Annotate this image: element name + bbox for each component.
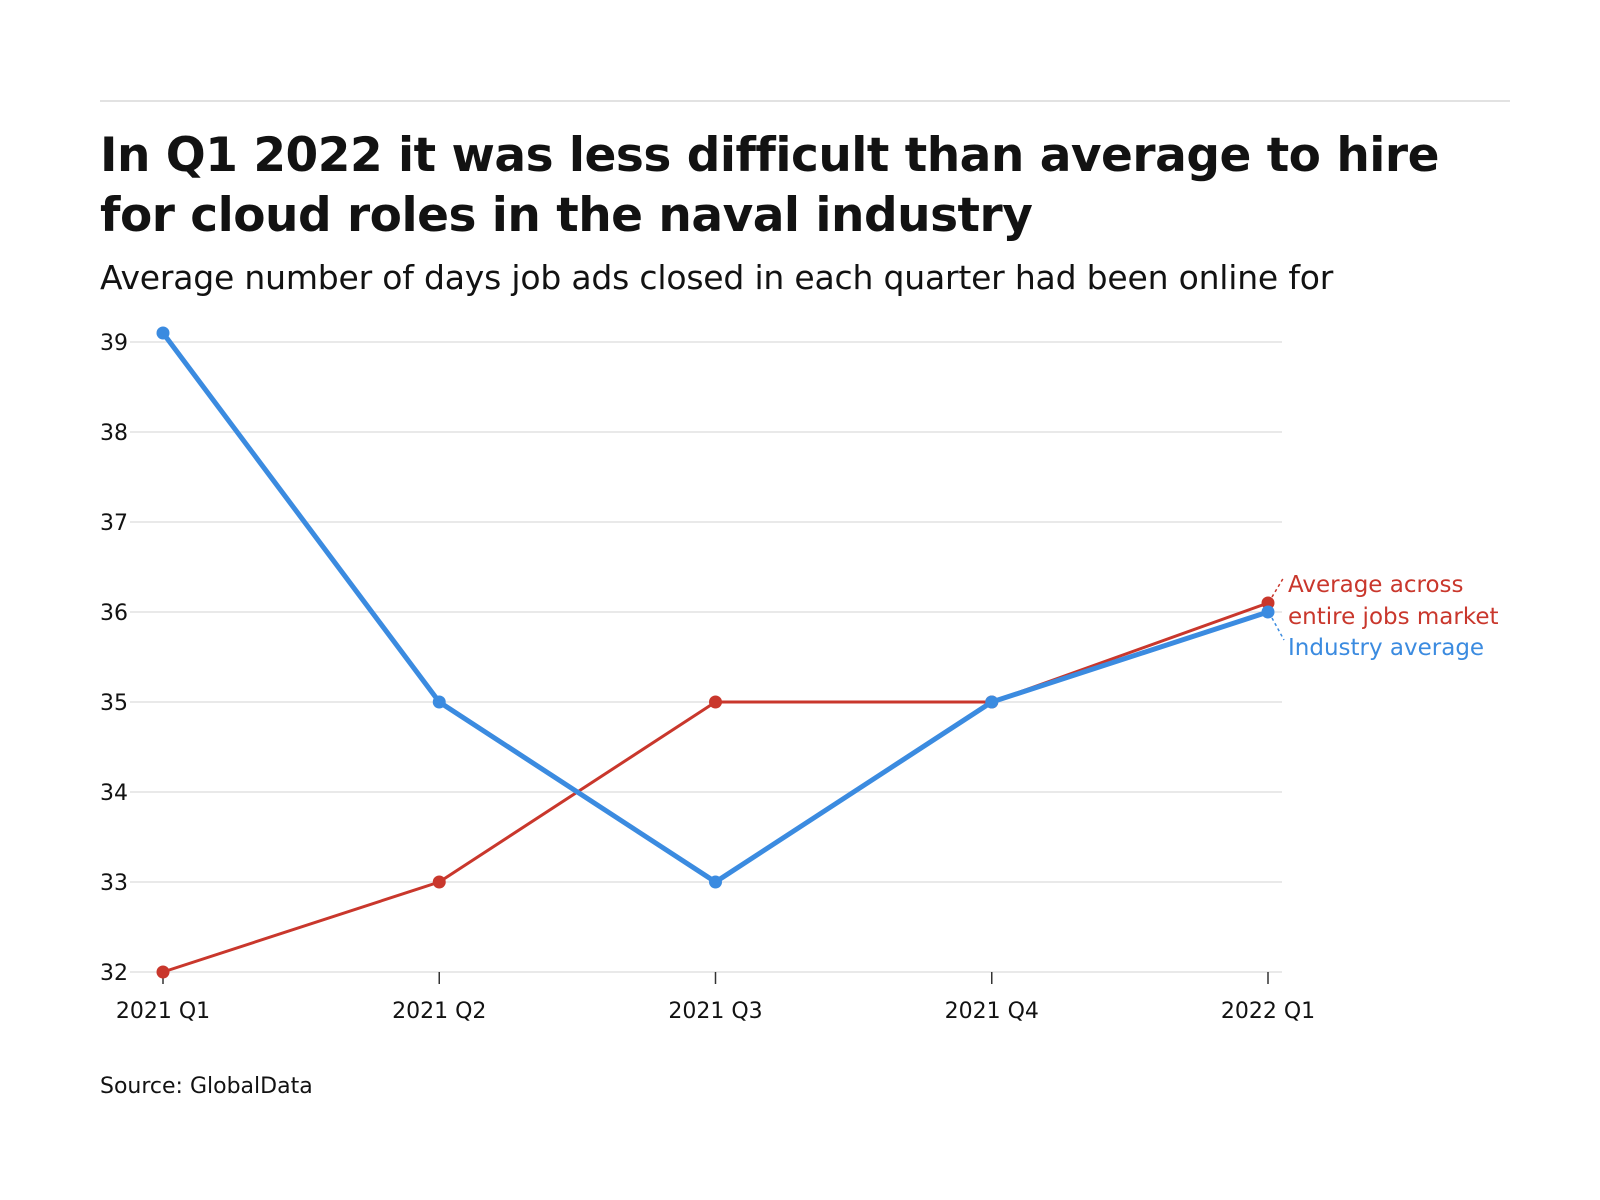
market-average-point (709, 695, 722, 709)
industry-average-point (156, 326, 170, 340)
chart-subtitle: Average number of days job ads closed in… (100, 258, 1334, 297)
series (156, 326, 1275, 979)
top-divider (100, 100, 1510, 102)
market-average-point (432, 875, 446, 889)
x-tick-label: 2021 Q3 (668, 999, 762, 1024)
industry-average-line (160, 330, 1271, 885)
y-tick-label: 35 (100, 691, 128, 716)
line-chart: 32 33 34 35 36 37 38 39 2021 Q1 2021 Q2 2021 Q3 202… (100, 326, 1499, 1024)
y-tick-label: 33 (100, 871, 128, 896)
industry-average-point (985, 695, 999, 709)
market-label-line: entire jobs market (1288, 604, 1499, 630)
market-average-line (161, 601, 1270, 974)
y-tick-label: 34 (100, 781, 128, 806)
x-tick-label: 2021 Q2 (392, 999, 486, 1024)
industry-average-point (1261, 605, 1275, 619)
industry-average-point (432, 695, 446, 709)
y-tick-label: 32 (100, 961, 128, 986)
axes: 32 33 34 35 36 37 38 39 2021 Q1 2021 Q2 2021 Q3 202… (100, 331, 1315, 1024)
market-average-label: Average across entire jobs market (1288, 572, 1499, 630)
industry-label-leader (1271, 617, 1285, 641)
chart-title: In Q1 2022 it was less difficult than av… (100, 128, 1439, 243)
x-tick-label: 2021 Q1 (116, 999, 210, 1024)
x-tick-label: 2021 Q4 (945, 999, 1039, 1024)
market-average-point (1261, 596, 1275, 610)
source-note: Source: GlobalData (100, 1074, 313, 1099)
x-tick-label: 2022 Q1 (1221, 999, 1315, 1024)
industry-average-point (709, 875, 722, 889)
market-label-line: Average across (1288, 572, 1464, 598)
industry-average-label: Industry average (1288, 635, 1484, 661)
gridlines (130, 341, 1282, 973)
y-tick-label: 37 (100, 511, 128, 536)
market-label-leader (1271, 576, 1285, 598)
y-tick-label: 38 (100, 421, 128, 446)
y-tick-label: 39 (100, 331, 128, 356)
market-average-point (156, 965, 170, 979)
series-labels: Average across entire jobs market Industry… (1271, 572, 1499, 661)
y-tick-label: 36 (100, 601, 128, 626)
